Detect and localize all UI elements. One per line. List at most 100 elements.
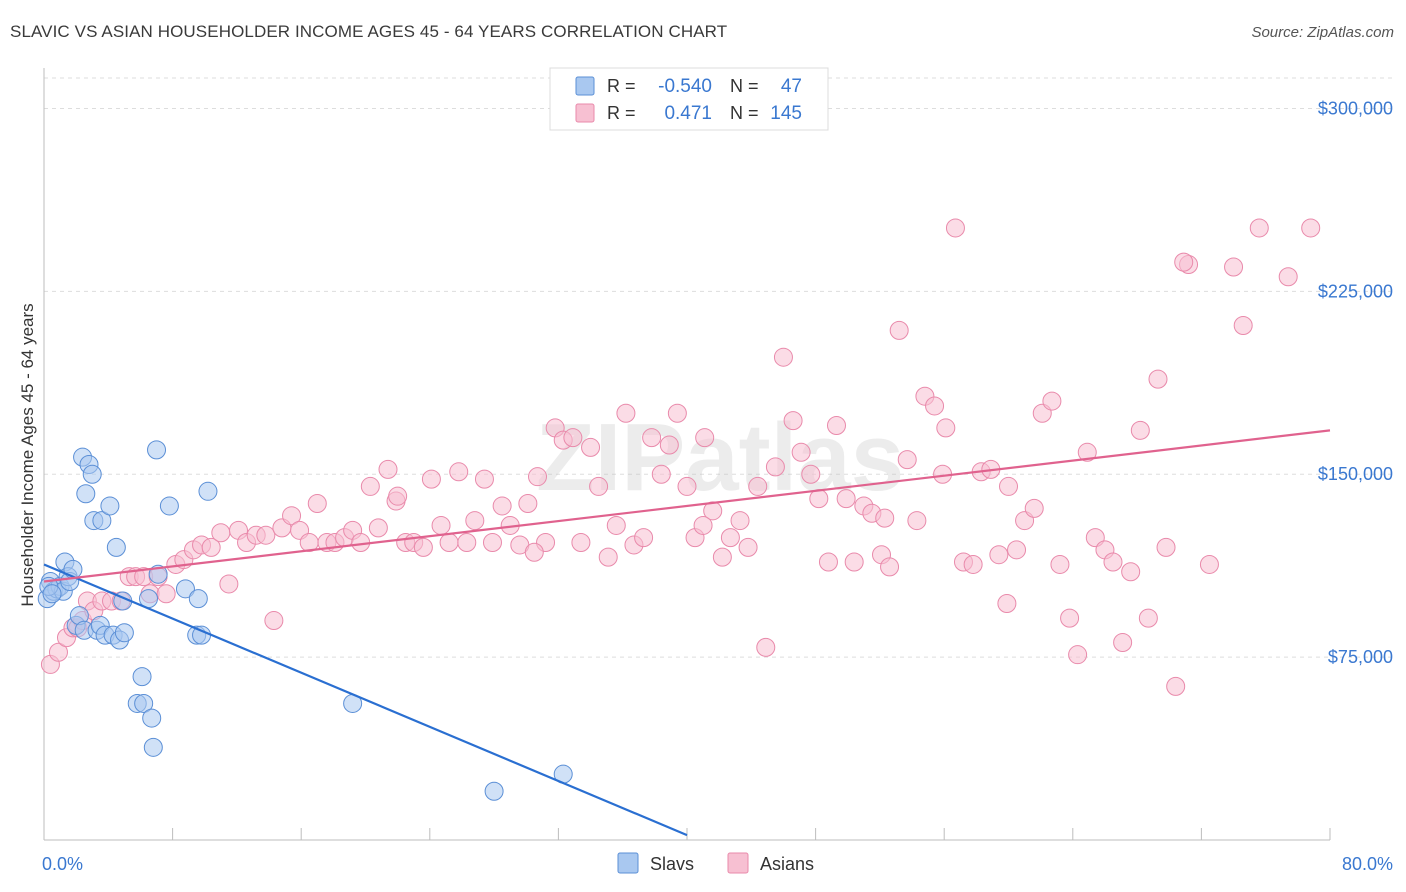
point-asians bbox=[528, 467, 548, 487]
point-asians bbox=[589, 476, 609, 496]
chart-title: SLAVIC VS ASIAN HOUSEHOLDER INCOME AGES … bbox=[10, 22, 728, 41]
point-asians bbox=[738, 537, 758, 557]
axis-layer bbox=[43, 68, 1331, 841]
stats-r-value: -0.540 bbox=[658, 76, 712, 97]
point-asians bbox=[598, 547, 618, 567]
point-asians bbox=[880, 557, 900, 577]
point-asians bbox=[474, 469, 494, 489]
point-asians bbox=[1148, 369, 1168, 389]
stats-r-label: R = bbox=[607, 103, 636, 123]
point-asians bbox=[581, 437, 601, 457]
point-asians bbox=[791, 442, 811, 462]
point-asians bbox=[836, 489, 856, 509]
point-asians bbox=[1130, 420, 1150, 440]
point-slavs bbox=[147, 440, 167, 460]
point-asians bbox=[616, 403, 636, 423]
point-asians bbox=[606, 515, 626, 535]
point-asians bbox=[439, 533, 459, 553]
stats-r-label: R = bbox=[607, 76, 636, 96]
y-tick-label: $75,000 bbox=[1328, 647, 1393, 667]
point-slavs bbox=[92, 511, 112, 531]
point-asians bbox=[388, 486, 408, 506]
points-layer bbox=[37, 218, 1321, 801]
point-asians bbox=[264, 611, 284, 631]
trendline-slavs bbox=[43, 563, 688, 837]
point-asians bbox=[1249, 218, 1269, 238]
point-slavs bbox=[42, 584, 62, 604]
point-asians bbox=[809, 489, 829, 509]
point-asians bbox=[256, 525, 276, 545]
point-asians bbox=[378, 459, 398, 479]
point-asians bbox=[783, 411, 803, 431]
point-asians bbox=[156, 584, 176, 604]
point-asians bbox=[936, 418, 956, 438]
point-asians bbox=[1233, 315, 1253, 335]
stats-r-value: 0.471 bbox=[664, 103, 712, 124]
point-asians bbox=[720, 528, 740, 548]
bottom-legend: Slavs Asians bbox=[617, 852, 814, 874]
point-asians bbox=[997, 593, 1017, 613]
stats-swatch-slavs bbox=[575, 76, 595, 96]
y-tick-label: $150,000 bbox=[1318, 464, 1393, 484]
point-slavs bbox=[134, 693, 154, 713]
point-slavs bbox=[484, 781, 504, 801]
point-asians bbox=[756, 637, 776, 657]
point-asians bbox=[1103, 552, 1123, 572]
point-asians bbox=[1060, 608, 1080, 628]
tick-layer: $75,000 $150,000 $225,000 $300,000 0.0% 80.0% bbox=[42, 98, 1393, 874]
source-label: Source: ZipAtlas.com bbox=[1251, 24, 1394, 41]
point-asians bbox=[1042, 391, 1062, 411]
point-asians bbox=[818, 552, 838, 572]
legend-label-slavs: Slavs bbox=[650, 854, 694, 874]
point-slavs bbox=[175, 579, 195, 599]
point-asians bbox=[897, 450, 917, 470]
point-asians bbox=[712, 547, 732, 567]
trendline-asians bbox=[43, 429, 1331, 583]
point-asians bbox=[634, 528, 654, 548]
point-slavs bbox=[143, 737, 163, 757]
trend-layer bbox=[43, 429, 1331, 837]
point-slavs bbox=[106, 537, 126, 557]
point-asians bbox=[1278, 267, 1298, 287]
point-asians bbox=[307, 494, 327, 514]
point-asians bbox=[1077, 442, 1097, 462]
point-asians bbox=[907, 511, 927, 531]
point-asians bbox=[282, 506, 302, 526]
point-asians bbox=[1068, 645, 1088, 665]
x-tick-label: 0.0% bbox=[42, 854, 83, 874]
point-asians bbox=[431, 515, 451, 535]
point-asians bbox=[1224, 257, 1244, 277]
point-asians bbox=[1156, 537, 1176, 557]
point-asians bbox=[1113, 632, 1133, 652]
point-asians bbox=[368, 518, 388, 538]
point-asians bbox=[925, 396, 945, 416]
point-asians bbox=[421, 469, 441, 489]
point-asians bbox=[1174, 252, 1194, 272]
point-asians bbox=[945, 218, 965, 238]
point-slavs bbox=[159, 496, 179, 516]
stats-n-label: N = bbox=[730, 76, 759, 96]
point-asians bbox=[1138, 608, 1158, 628]
point-asians bbox=[801, 464, 821, 484]
point-asians bbox=[360, 476, 380, 496]
point-asians bbox=[999, 476, 1018, 496]
x-tick-label: 80.0% bbox=[1342, 854, 1393, 874]
point-slavs bbox=[100, 496, 120, 516]
point-asians bbox=[1166, 676, 1186, 696]
point-asians bbox=[730, 511, 750, 531]
stats-swatch-asians bbox=[575, 103, 595, 123]
point-asians bbox=[1007, 540, 1027, 560]
point-asians bbox=[826, 415, 846, 435]
point-asians bbox=[659, 435, 679, 455]
point-asians bbox=[875, 508, 895, 528]
point-asians bbox=[518, 494, 538, 514]
grid-layer bbox=[44, 77, 1392, 658]
y-tick-label: $225,000 bbox=[1318, 281, 1393, 301]
legend-label-asians: Asians bbox=[760, 854, 814, 874]
point-slavs bbox=[188, 589, 208, 609]
point-asians bbox=[677, 476, 697, 496]
point-asians bbox=[748, 476, 768, 496]
y-tick-label: $300,000 bbox=[1318, 98, 1393, 118]
point-asians bbox=[889, 320, 909, 340]
